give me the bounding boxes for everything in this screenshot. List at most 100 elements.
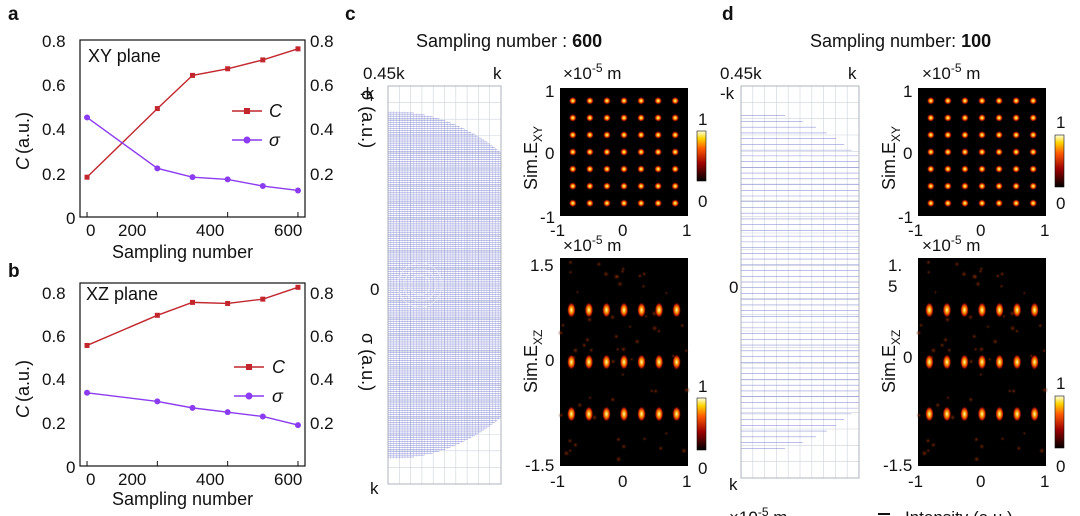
footer-scale-fragment: ×10-5 m [729, 505, 787, 516]
ring-artifact [409, 274, 431, 296]
chart-a-ytick: 0.2 [42, 165, 66, 184]
heatmap-spot [960, 164, 970, 174]
heatmap-speck [683, 348, 689, 354]
heatmap-speck [609, 358, 617, 365]
heatmap-spot [959, 302, 969, 318]
heatmap-c-xy-ytick: 0 [545, 144, 554, 163]
heatmap-speck [602, 270, 610, 278]
heatmap-spot [601, 354, 611, 370]
heatmap-spot [977, 113, 987, 123]
legend-sigma-label: σ [269, 130, 281, 150]
heatmap-spot [602, 113, 612, 123]
heatmap-c-xz-ytick: -1.5 [525, 456, 554, 475]
heatmap-spot [602, 96, 612, 106]
heatmap-speck [558, 412, 564, 419]
ring-artifact [403, 268, 437, 302]
heatmap-spot [960, 181, 970, 191]
heatmap-spot [619, 113, 629, 123]
heatmap-spot [653, 199, 663, 208]
heatmap-spot [672, 302, 682, 318]
legend-c-label: C [272, 357, 286, 377]
heatmap-c-xy-colorbar [696, 130, 707, 182]
heatmap-d-xz-ytick: 0 [903, 348, 912, 367]
heatmap-spot [977, 96, 987, 106]
panel-label-a: a [8, 4, 19, 25]
heatmap-spot [959, 406, 969, 422]
heatmap-d-xz-cb-max: 1 [1056, 374, 1065, 393]
heatmap-speck [568, 269, 573, 275]
heatmap-speck [571, 346, 580, 355]
heatmap-d-xy-spots [926, 96, 1038, 208]
data-point-c [154, 106, 160, 112]
heatmap-speck [1015, 445, 1022, 452]
data-point-sigma [259, 413, 266, 420]
heatmap-spot [585, 113, 595, 123]
chart-b-yticks-left: 0.8 0.6 0.4 0.2 0 [42, 284, 75, 477]
data-point-sigma [224, 409, 231, 416]
heatmap-speck [930, 441, 937, 449]
heatmap-spot [924, 354, 934, 370]
heatmap-spot [977, 181, 987, 191]
heatmap-spot [977, 147, 987, 157]
heatmap-d-xz-colorbar [1054, 395, 1065, 449]
heatmap-speck [620, 443, 628, 450]
heatmap-spot [653, 181, 663, 191]
heatmap-spot [943, 113, 953, 123]
heatmap-spot [619, 147, 629, 157]
heatmap-spot [994, 181, 1004, 191]
kspace-d-frame [740, 85, 860, 479]
heatmap-speck [664, 431, 669, 436]
heatmap-d-xz: ×10-5 m Sim.EXZ 1. 5 0 -1.5 -1 0 1 1 0 [879, 233, 1065, 491]
heatmap-spot [1029, 199, 1038, 208]
data-point-c [84, 174, 90, 180]
heatmap-spot [977, 302, 987, 318]
chart-b-marks [84, 284, 301, 466]
heatmap-speck [664, 291, 669, 296]
chart-b-xtick: 0 [86, 470, 95, 489]
heatmap-spot [960, 130, 970, 140]
data-point-c [295, 46, 301, 52]
heatmap-c-xz-cb-min: 0 [698, 459, 707, 478]
heatmap-speck [572, 441, 579, 449]
heatmap-speck [953, 260, 961, 268]
heatmap-speck [560, 322, 566, 329]
heatmap-d-xz-xtick: 1 [1040, 472, 1049, 491]
heatmap-d-xy-ytick: 0 [903, 144, 912, 163]
heatmap-d-xy-ytick: -1 [898, 208, 913, 227]
heatmap-speck [967, 313, 975, 321]
heatmap-spot [585, 199, 595, 208]
kspace-c-frame [387, 85, 502, 485]
kspace-c-left-bot: k [370, 479, 379, 498]
heatmap-speck [999, 283, 1005, 289]
heatmap-c-xy-xtick: -1 [550, 221, 565, 240]
data-point-sigma [259, 183, 266, 190]
heatmap-speck [1008, 324, 1017, 333]
kspace-d: 0.45k k -k 0 k [720, 64, 860, 494]
heatmap-spot [602, 147, 612, 157]
heatmap-c-xz-scale: ×10-5 m [563, 233, 621, 255]
chart-a-frame [79, 39, 306, 218]
chart-b-legend: C σ [234, 357, 286, 406]
heatmap-spot [959, 354, 969, 370]
heatmap-spot [619, 302, 629, 318]
heatmap-spot [619, 199, 629, 208]
heatmap-spot [671, 130, 680, 140]
heatmap-d-xz-ylabel: Sim.EXZ [879, 330, 903, 393]
chart-b-ytick: 0.4 [42, 370, 66, 389]
heatmap-spot [602, 181, 612, 191]
heatmap-spot [568, 96, 577, 106]
heatmap-spot [568, 130, 577, 140]
heatmap-spot [636, 113, 646, 123]
heatmap-speck [1010, 388, 1017, 395]
heatmap-speck [637, 273, 643, 279]
heatmap-spot [960, 113, 970, 123]
heatmap-speck [978, 443, 986, 450]
chart-b-ytick-r: 0.8 [310, 284, 334, 303]
heatmap-spot [566, 354, 576, 370]
heatmap-spot [671, 164, 680, 174]
heatmap-spot [637, 354, 647, 370]
heatmap-speck [960, 270, 968, 278]
kspace-c-lines [387, 111, 501, 459]
heatmap-speck [987, 356, 993, 362]
